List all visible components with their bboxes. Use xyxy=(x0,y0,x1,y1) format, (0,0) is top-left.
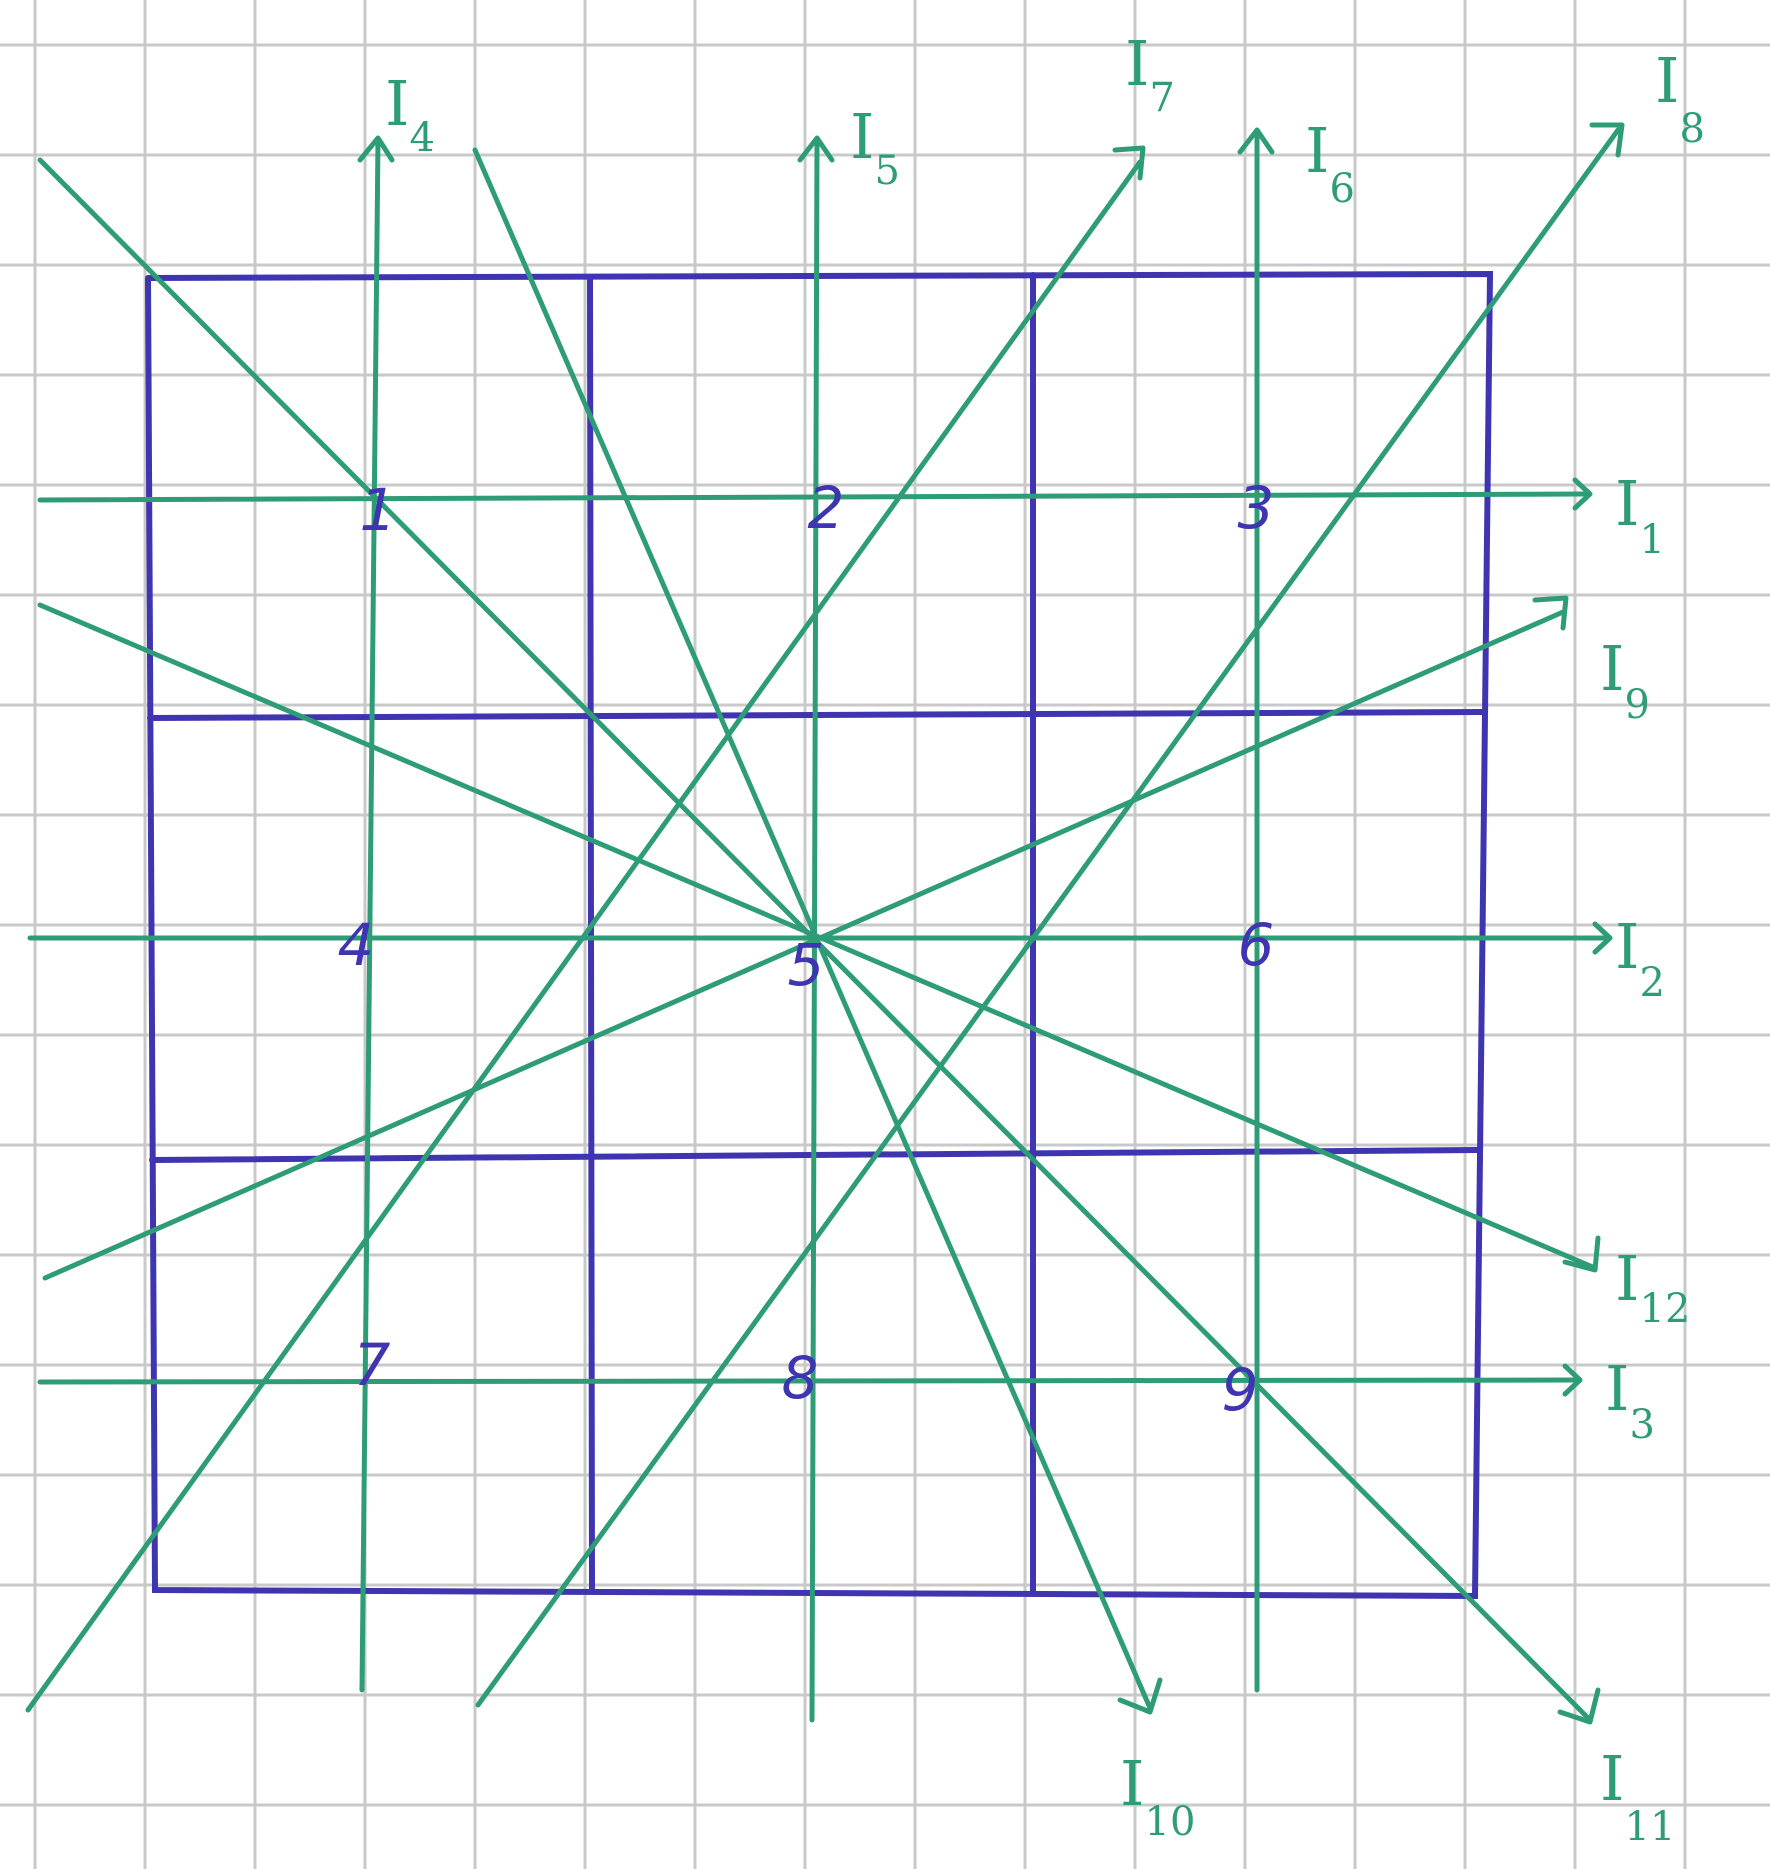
rays xyxy=(25,122,1625,1725)
label-I4: I4 xyxy=(385,67,435,161)
cell-number-5: 5 xyxy=(788,931,825,999)
ray-I11 xyxy=(37,157,1601,1725)
square-outline xyxy=(145,270,1494,1600)
label-I1: I1 xyxy=(1615,467,1665,563)
label-I12: I12 xyxy=(1615,1242,1690,1332)
cell-number-4: 4 xyxy=(338,911,375,979)
label-I9: I9 xyxy=(1600,632,1650,728)
cell-number-2: 2 xyxy=(808,474,845,542)
ray-I6 xyxy=(1237,127,1275,1693)
ray-I8 xyxy=(475,122,1625,1708)
square-v-line-1 xyxy=(587,274,595,1593)
cell-number-8: 8 xyxy=(782,1344,819,1412)
ray-I1 xyxy=(37,477,1593,511)
cell-number-3: 3 xyxy=(1238,474,1275,542)
cell-number-7: 7 xyxy=(354,1331,391,1399)
cell-number-1: 1 xyxy=(360,476,397,544)
label-I5: I5 xyxy=(850,100,900,194)
ray-I10 xyxy=(472,147,1163,1715)
label-I8: I8 xyxy=(1655,44,1705,152)
ray-labels: I1 I2 I3 I4 I5 I6 I7 I8 I9 I10 I11 I12 xyxy=(385,27,1705,1850)
label-I11: I11 xyxy=(1600,1742,1675,1850)
label-I7: I7 xyxy=(1125,27,1175,121)
label-I2: I2 xyxy=(1615,910,1665,1006)
ray-I12 xyxy=(37,602,1601,1273)
ray-I7 xyxy=(25,145,1146,1713)
cell-numbers: 1 2 3 4 5 6 7 8 9 xyxy=(338,474,1275,1424)
ray-I9 xyxy=(42,595,1569,1281)
ray-I3 xyxy=(37,1363,1583,1397)
cell-number-9: 9 xyxy=(1222,1356,1259,1424)
ray-I4 xyxy=(357,135,395,1693)
label-I10: I10 xyxy=(1120,1747,1195,1845)
label-I6: I6 xyxy=(1305,114,1355,212)
cell-number-6: 6 xyxy=(1238,911,1275,979)
label-I3: I3 xyxy=(1605,1352,1655,1448)
